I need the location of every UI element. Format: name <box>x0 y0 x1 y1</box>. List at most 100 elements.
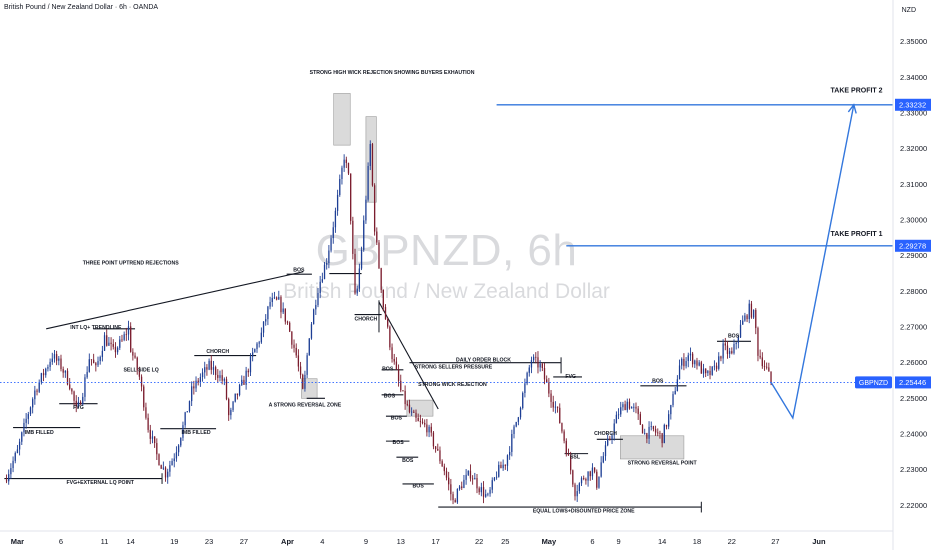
candle-body <box>726 345 729 354</box>
candle-body <box>493 477 496 481</box>
candle-body <box>93 359 95 364</box>
candle-body <box>639 414 641 425</box>
candle-body <box>236 393 239 396</box>
candle-body <box>609 438 611 440</box>
candle-body <box>252 352 254 357</box>
chart-annotation: BOS <box>382 367 394 373</box>
candle-body <box>273 297 276 299</box>
candle-body <box>415 412 417 418</box>
candle-body <box>265 319 267 322</box>
candle-body <box>90 359 93 361</box>
x-tick-label: 25 <box>501 537 509 546</box>
candle-body <box>702 368 705 374</box>
candle-body <box>474 477 476 480</box>
candle-body <box>720 356 722 359</box>
candle-body <box>66 370 69 385</box>
candle-body <box>114 346 117 353</box>
candle-body <box>195 380 197 389</box>
candle-body <box>138 370 141 377</box>
candle-body <box>713 365 716 367</box>
candle-body <box>722 343 724 359</box>
candle-body <box>302 374 304 389</box>
candle-body <box>103 335 106 351</box>
candle-body <box>689 353 692 356</box>
x-tick-label: 27 <box>240 537 248 546</box>
y-tick-label: 2.34000 <box>900 73 927 82</box>
candle-body <box>554 406 557 408</box>
chart-annotation: A STRONG REVERSAL ZONE <box>269 403 342 409</box>
candle-body <box>123 334 125 340</box>
y-tick-label: 2.35000 <box>900 37 927 46</box>
candle-body <box>537 357 539 368</box>
candle-body <box>718 356 720 369</box>
candle-body <box>97 361 99 366</box>
candle-body <box>463 479 465 489</box>
candle-body <box>16 449 19 453</box>
candle-body <box>728 351 731 354</box>
candle-body <box>191 386 193 402</box>
candle-body <box>162 467 165 469</box>
candle-body <box>513 426 515 435</box>
y-tick-label: 2.29000 <box>900 251 927 260</box>
x-tick-label: 11 <box>101 537 109 546</box>
candle-body <box>665 424 668 427</box>
candle-body <box>38 382 40 392</box>
candle-body <box>225 379 228 400</box>
candle-body <box>121 339 123 341</box>
chart-annotation: STRONG HIGH WICK REJECTION SHOWING BUYER… <box>310 70 475 76</box>
candle-body <box>752 309 755 318</box>
candle-body <box>711 366 713 375</box>
candle-body <box>694 360 696 365</box>
chart-annotation: BOS <box>384 394 396 400</box>
candle-body <box>358 268 361 289</box>
candle-body <box>700 362 702 374</box>
candle-body <box>589 471 591 477</box>
price-axis: 2.22000 2.23000 2.24000 2.25000 2.26000 2.270… <box>900 37 927 510</box>
candle-body <box>432 432 435 447</box>
candle-body <box>500 464 502 469</box>
candle-body <box>5 480 8 482</box>
candle-body <box>177 445 180 453</box>
candle-body <box>310 324 313 339</box>
candle-body <box>482 487 485 497</box>
candle-body <box>36 390 38 392</box>
chart-annotation: BOS <box>728 334 740 340</box>
candle-body <box>321 279 324 282</box>
candle-body <box>371 143 374 186</box>
zones-layer <box>301 93 685 460</box>
candle-body <box>504 464 506 466</box>
candle-body <box>206 367 208 370</box>
chart-annotation: CHORCH <box>594 431 617 437</box>
y-tick-label: 2.33000 <box>900 109 927 118</box>
candle-body <box>611 435 613 439</box>
last-price-text: 2.25446 <box>899 378 926 387</box>
candle-body <box>567 453 570 456</box>
candle-body <box>746 315 748 320</box>
candle-body <box>29 407 32 415</box>
candle-body <box>410 411 413 413</box>
candle-body <box>593 467 596 472</box>
candle-body <box>530 360 533 368</box>
x-tick-label: May <box>542 537 557 546</box>
candle-body <box>319 281 321 293</box>
candle-body <box>243 379 245 385</box>
candle-body <box>153 436 156 444</box>
x-tick-label: Mar <box>11 537 24 546</box>
candle-body <box>356 288 358 294</box>
candle-body <box>683 358 685 367</box>
candle-body <box>731 351 733 354</box>
zone-box <box>620 435 685 460</box>
candle-body <box>197 380 199 383</box>
candle-body <box>99 356 101 362</box>
chart-annotation: BOS <box>652 378 664 384</box>
candle-body <box>768 367 770 372</box>
candle-body <box>705 368 707 374</box>
candle-body <box>127 326 130 335</box>
candle-body <box>691 353 694 365</box>
candle-body <box>635 406 637 409</box>
candle-body <box>663 424 665 444</box>
y-tick-label: 2.23000 <box>900 465 927 474</box>
chart-annotation: CHORCH <box>355 317 378 323</box>
candle-body <box>347 162 350 174</box>
